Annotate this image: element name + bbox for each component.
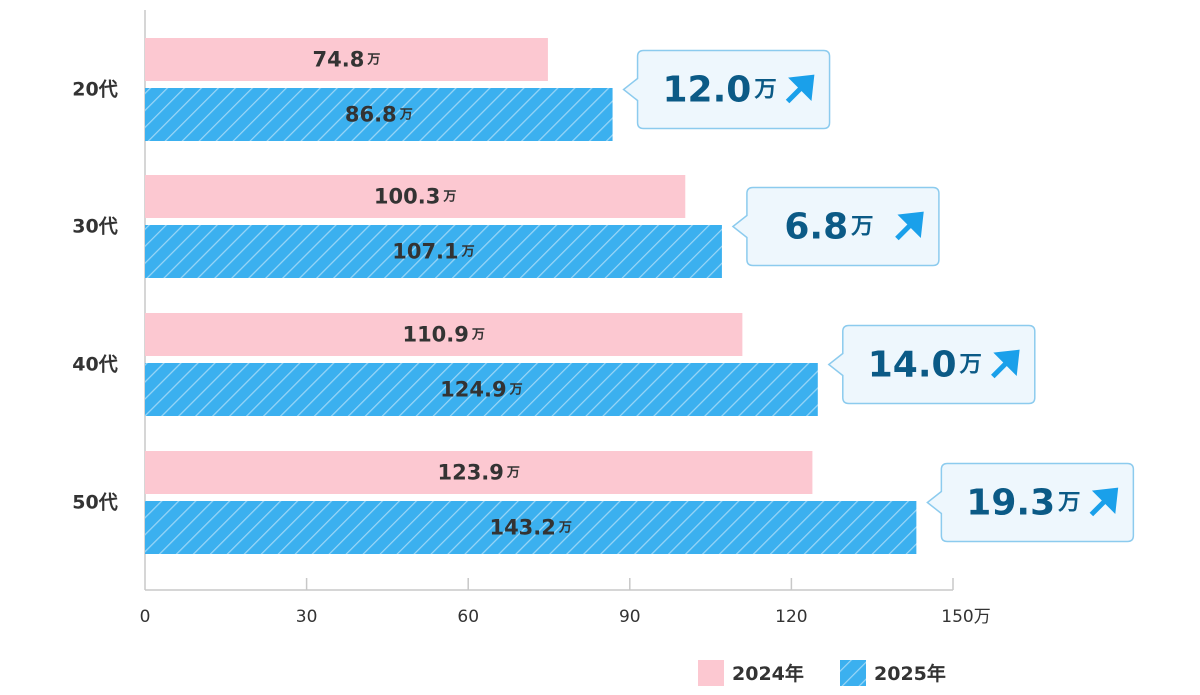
data-label-2024: 100.3 万 <box>374 185 456 209</box>
category-label: 40代 <box>72 354 117 376</box>
bar-2024 <box>145 38 548 81</box>
difference-callout <box>827 324 1036 405</box>
category-label: 20代 <box>72 79 117 101</box>
category-label: 50代 <box>72 492 117 514</box>
bar-2024 <box>145 451 813 494</box>
x-tick-label: 120 <box>775 607 807 627</box>
x-tick-label: 60 <box>457 607 479 627</box>
difference-callout <box>926 462 1135 543</box>
data-label-2024: 74.8 万 <box>313 48 381 72</box>
arrow-up-right-icon <box>991 349 1020 379</box>
data-label-2024: 123.9 万 <box>437 461 519 485</box>
category-label: 30代 <box>72 216 117 238</box>
bar-2024 <box>145 313 743 356</box>
x-tick-label: 90 <box>619 607 641 627</box>
arrow-up-right-icon <box>1089 487 1119 517</box>
bar-2025 <box>145 501 917 554</box>
data-label-2024: 110.9 万 <box>402 323 484 347</box>
bar-2024 <box>145 175 686 218</box>
data-label-2025: 107.1 万 <box>392 240 474 264</box>
difference-label: 6.8 万 <box>784 206 873 247</box>
data-label-2025: 143.2 万 <box>489 516 571 540</box>
data-label-2025: 124.9 万 <box>440 378 522 402</box>
difference-callout <box>622 49 831 130</box>
x-tick-label: 150万 <box>941 607 990 627</box>
bar-2025 <box>145 363 818 416</box>
data-label-2025: 86.8 万 <box>345 103 413 127</box>
difference-callout <box>731 186 940 267</box>
bar-2025 <box>145 88 613 141</box>
legend-swatch-2024 <box>698 660 724 686</box>
legend-label-2025: 2025年 <box>874 662 946 685</box>
arrow-up-right-icon <box>785 74 815 104</box>
legend-label-2024: 2024年 <box>732 662 804 685</box>
bar-2025 <box>145 225 722 278</box>
arrow-up-right-icon <box>895 211 924 241</box>
difference-label: 12.0 万 <box>662 69 776 110</box>
x-tick-label: 30 <box>296 607 318 627</box>
legend-swatch-2025 <box>840 660 866 686</box>
difference-label: 19.3 万 <box>966 482 1080 523</box>
difference-label: 14.0 万 <box>868 344 982 385</box>
x-tick-label: 0 <box>140 607 151 627</box>
